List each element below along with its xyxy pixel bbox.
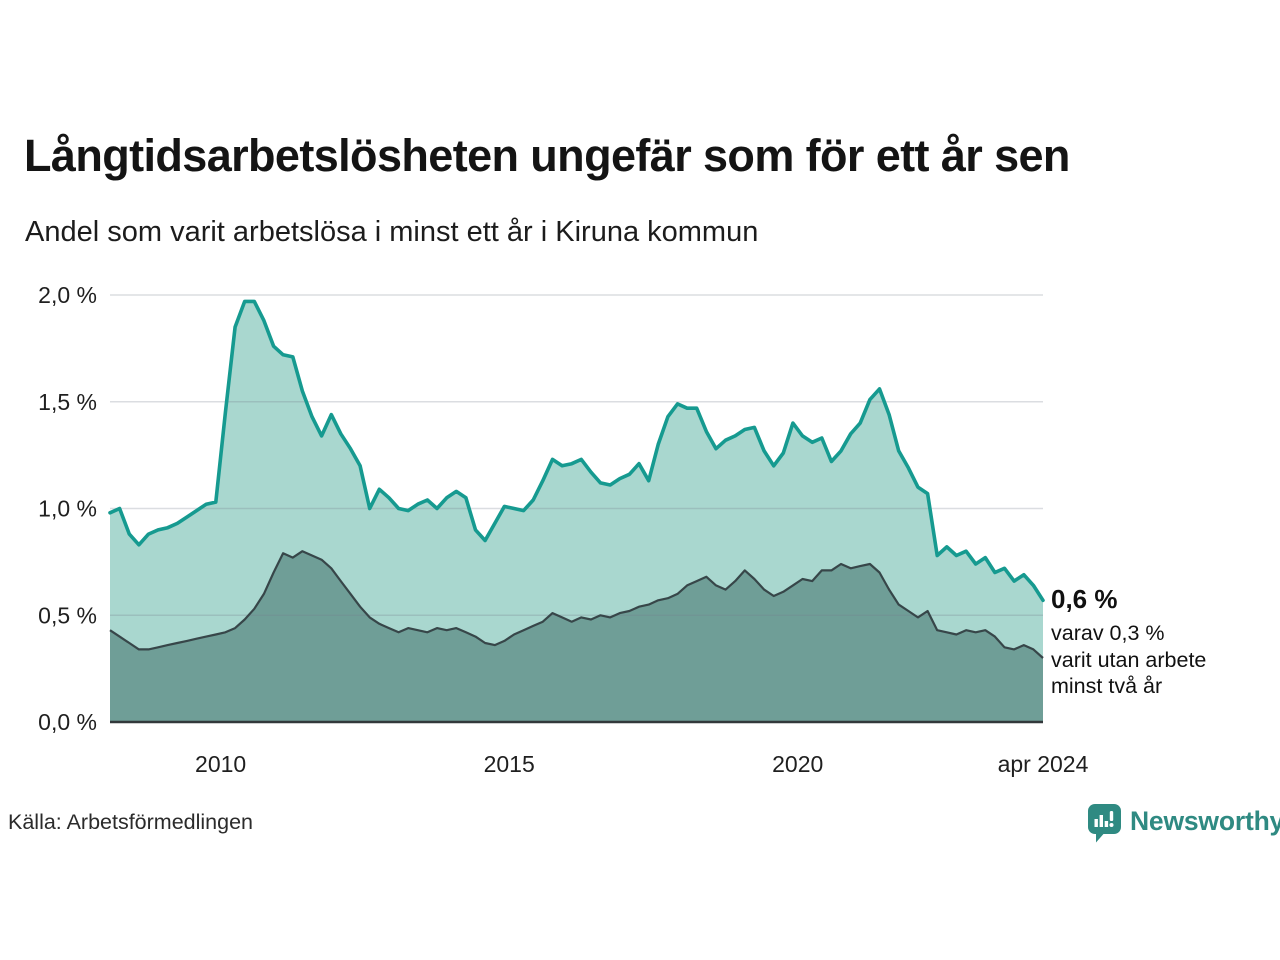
annotation-line-1: varav 0,3 %: [1051, 621, 1165, 645]
annotation-line-3: minst två år: [1051, 674, 1163, 698]
x-tick-label: 2015: [484, 751, 535, 777]
x-tick-label: 2020: [772, 751, 823, 777]
y-tick-label: 0,5 %: [38, 602, 97, 628]
speech-bubble-chart-icon: [1088, 804, 1121, 843]
x-tick-label: 2010: [195, 751, 246, 777]
line-unemployed-two-years: [109, 550, 1044, 659]
y-tick-label: 2,0 %: [38, 282, 97, 308]
newsworthy-logo-icon: [1088, 804, 1121, 843]
y-tick-label: 1,5 %: [38, 389, 97, 415]
annotation-line-2: varit utan arbete: [1051, 647, 1207, 672]
newsworthy-wordmark: Newsworthy: [1130, 806, 1280, 836]
area-unemployed-two-years: [110, 551, 1043, 722]
source-attribution: Källa: Arbetsförmedlingen: [8, 810, 254, 834]
chart-subtitle: Andel som varit arbetslösa i minst ett å…: [25, 216, 759, 248]
y-tick-label: 0,0 %: [38, 709, 97, 735]
latest-value-annotation: 0,6 % varav 0,3 % varit utan arbete mins…: [1051, 584, 1269, 700]
y-tick-label: 1,0 %: [38, 496, 97, 522]
x-tick-label: apr 2024: [998, 751, 1089, 777]
line-unemployed-one-year: [108, 299, 1045, 603]
latest-total-value: 0,6 %: [1051, 584, 1118, 614]
page-title: Långtidsarbetslösheten ungefär som för e…: [24, 130, 1070, 181]
newsworthy-logo: Newsworthy: [1088, 804, 1280, 843]
